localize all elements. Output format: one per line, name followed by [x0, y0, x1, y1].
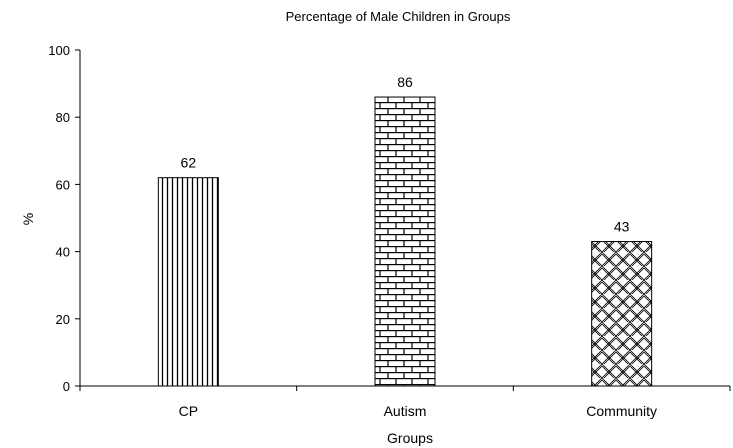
y-axis-title: %: [20, 213, 36, 225]
bar-community: [591, 241, 653, 387]
x-tick-label-community: Community: [586, 403, 657, 419]
y-axis-ticks: 0 20 40 60 80 100: [48, 43, 80, 394]
y-tick-label: 20: [56, 312, 70, 327]
data-labels-group: 62 86 43: [181, 74, 630, 234]
x-axis-ticks: CP Autism Community: [79, 386, 731, 419]
x-axis-title: Groups: [387, 430, 433, 446]
bar-cp: [157, 177, 219, 387]
y-tick-label: 100: [48, 43, 70, 58]
chart-title: Percentage of Male Children in Groups: [286, 9, 511, 24]
bar-autism: [374, 96, 436, 387]
data-label-autism: 86: [397, 74, 413, 90]
x-tick-label-autism: Autism: [384, 403, 427, 419]
data-label-community: 43: [614, 219, 630, 235]
bars-group: [157, 96, 653, 387]
y-tick-label: 0: [63, 379, 70, 394]
y-tick-label: 60: [56, 177, 70, 192]
y-tick-label: 40: [56, 245, 70, 260]
y-tick-label: 80: [56, 110, 70, 125]
x-tick-label-cp: CP: [179, 403, 198, 419]
data-label-cp: 62: [181, 155, 197, 171]
